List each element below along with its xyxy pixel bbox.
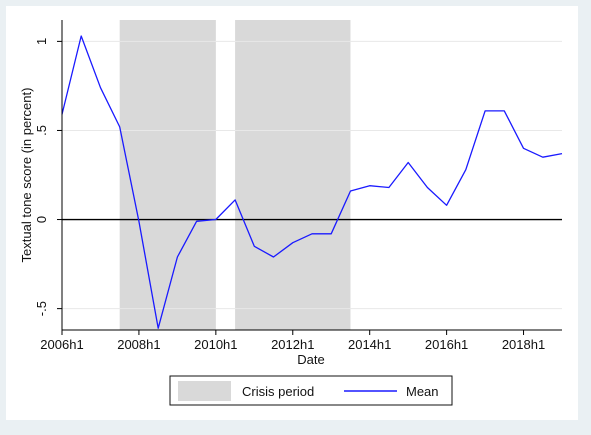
legend: Crisis period Mean xyxy=(169,375,453,406)
y-tick-label: 0 xyxy=(34,216,49,223)
y-tick-label: 1 xyxy=(34,38,49,45)
crisis-period-band xyxy=(119,20,216,330)
x-tick-label: 2008h1 xyxy=(117,337,160,352)
legend-crisis-swatch xyxy=(178,381,231,401)
x-tick-label: 2016h1 xyxy=(425,337,468,352)
crisis-period-band xyxy=(235,20,351,330)
legend-crisis-label: Crisis period xyxy=(242,384,314,399)
series-line-mean xyxy=(61,35,563,329)
x-axis-title: Date xyxy=(297,352,324,367)
x-tick-label: 2006h1 xyxy=(40,337,83,352)
x-tick-label: 2014h1 xyxy=(348,337,391,352)
x-tick-label: 2010h1 xyxy=(194,337,237,352)
y-axis-title: Textual tone score (in percent) xyxy=(19,88,34,263)
y-tick-label: .5 xyxy=(34,125,49,136)
x-tick-label: 2018h1 xyxy=(502,337,545,352)
y-tick-label: -.5 xyxy=(34,301,49,316)
legend-mean-label: Mean xyxy=(406,384,439,399)
plot-area: -.5 0 .5 1 2006h1 2008h1 2010h1 2012h1 2014h1 201… xyxy=(34,20,563,352)
x-tick-label: 2012h1 xyxy=(271,337,314,352)
